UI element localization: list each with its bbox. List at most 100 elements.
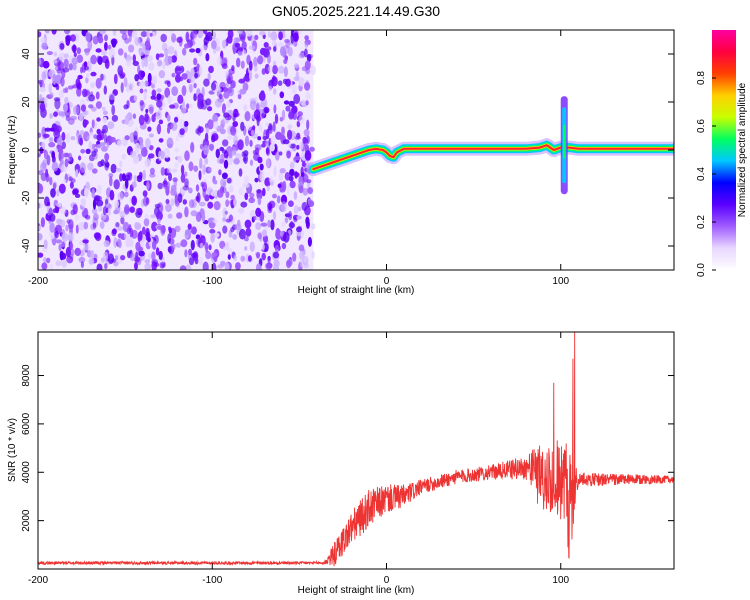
noise-blob	[101, 129, 106, 134]
noise-blob	[148, 133, 154, 138]
noise-blob	[81, 210, 87, 218]
noise-blob	[140, 147, 148, 158]
noise-blob	[39, 94, 43, 101]
noise-blob	[107, 253, 115, 264]
noise-blob	[305, 100, 309, 106]
noise-blob	[144, 80, 149, 87]
noise-blob	[114, 200, 119, 208]
noise-blob	[238, 228, 246, 240]
noise-blob	[104, 41, 108, 51]
noise-blob	[257, 55, 264, 65]
noise-blob	[268, 200, 276, 209]
noise-blob	[52, 74, 57, 85]
noise-blob	[233, 198, 237, 207]
noise-blob	[273, 165, 277, 177]
noise-blob	[241, 41, 247, 50]
noise-blob	[91, 119, 95, 129]
noise-blob	[230, 126, 237, 136]
noise-blob	[54, 124, 59, 136]
spectrogram-y-ticks: -40 -20 0 20 40	[21, 48, 674, 253]
noise-blob	[171, 55, 177, 63]
y-tick-label: 4000	[21, 461, 32, 484]
noise-blob	[285, 39, 291, 49]
noise-blob	[55, 74, 62, 85]
noise-blob	[243, 236, 249, 242]
noise-blob	[40, 217, 46, 228]
noise-blob	[281, 126, 285, 137]
noise-blob	[272, 121, 276, 132]
noise-blob	[136, 207, 143, 213]
noise-blob	[72, 105, 80, 115]
noise-blob	[224, 262, 230, 270]
noise-blob	[311, 250, 315, 260]
noise-blob	[190, 68, 195, 77]
noise-blob	[262, 235, 269, 243]
noise-blob	[300, 172, 305, 177]
noise-blob	[75, 169, 79, 178]
noise-blob	[82, 239, 89, 244]
noise-blob	[86, 72, 90, 79]
noise-blob	[61, 232, 69, 242]
noise-blob	[271, 76, 278, 87]
noise-blob	[49, 127, 55, 132]
noise-blob	[145, 108, 149, 114]
noise-blob	[164, 87, 171, 98]
noise-blob	[305, 216, 310, 226]
noise-blob	[121, 173, 126, 182]
noise-blob	[201, 213, 206, 223]
noise-blob	[88, 104, 94, 109]
noise-blob	[171, 72, 176, 78]
noise-blob	[304, 42, 309, 48]
noise-blob	[252, 125, 256, 131]
noise-blob	[147, 252, 152, 260]
noise-blob	[165, 203, 172, 212]
noise-blob	[219, 81, 226, 90]
noise-blob	[186, 103, 190, 110]
noise-blob	[107, 207, 112, 216]
noise-blob	[296, 144, 300, 150]
noise-blob	[247, 255, 252, 262]
noise-blob	[80, 104, 87, 112]
noise-blob	[194, 72, 199, 79]
noise-blob	[207, 106, 213, 112]
noise-blob	[174, 225, 181, 232]
noise-blob	[249, 159, 254, 166]
noise-blob	[272, 193, 277, 199]
noise-blob	[241, 182, 249, 189]
noise-blob	[177, 193, 183, 203]
noise-blob	[183, 120, 189, 127]
noise-blob	[167, 213, 173, 219]
noise-blob	[171, 86, 179, 97]
noise-blob	[54, 230, 59, 239]
noise-blob	[263, 42, 269, 48]
noise-blob	[235, 42, 241, 48]
noise-blob	[280, 201, 287, 213]
noise-blob	[139, 230, 143, 241]
noise-blob	[226, 100, 231, 108]
noise-blob	[294, 156, 301, 161]
noise-blob	[153, 262, 160, 268]
noise-blob	[198, 65, 203, 76]
noise-blob	[287, 124, 293, 130]
noise-blob	[218, 169, 222, 176]
noise-blob	[222, 39, 227, 49]
noise-blob	[144, 56, 149, 68]
snr-x-ticks: -200 -100 0 100	[28, 332, 570, 586]
noise-blob	[286, 185, 290, 196]
noise-blob	[303, 262, 309, 269]
noise-blob	[181, 73, 188, 80]
noise-blob	[142, 44, 146, 52]
noise-blob	[147, 72, 152, 83]
noise-blob	[121, 153, 127, 160]
x-tick-label: 100	[552, 276, 569, 287]
noise-blob	[111, 38, 117, 48]
noise-blob	[225, 218, 231, 223]
noise-blob	[55, 260, 62, 267]
noise-blob	[158, 119, 164, 125]
noise-blob	[83, 119, 89, 126]
noise-blob	[80, 66, 83, 74]
noise-blob	[53, 111, 58, 117]
noise-blob	[244, 246, 248, 251]
noise-blob	[104, 263, 108, 270]
noise-blob	[288, 210, 293, 221]
